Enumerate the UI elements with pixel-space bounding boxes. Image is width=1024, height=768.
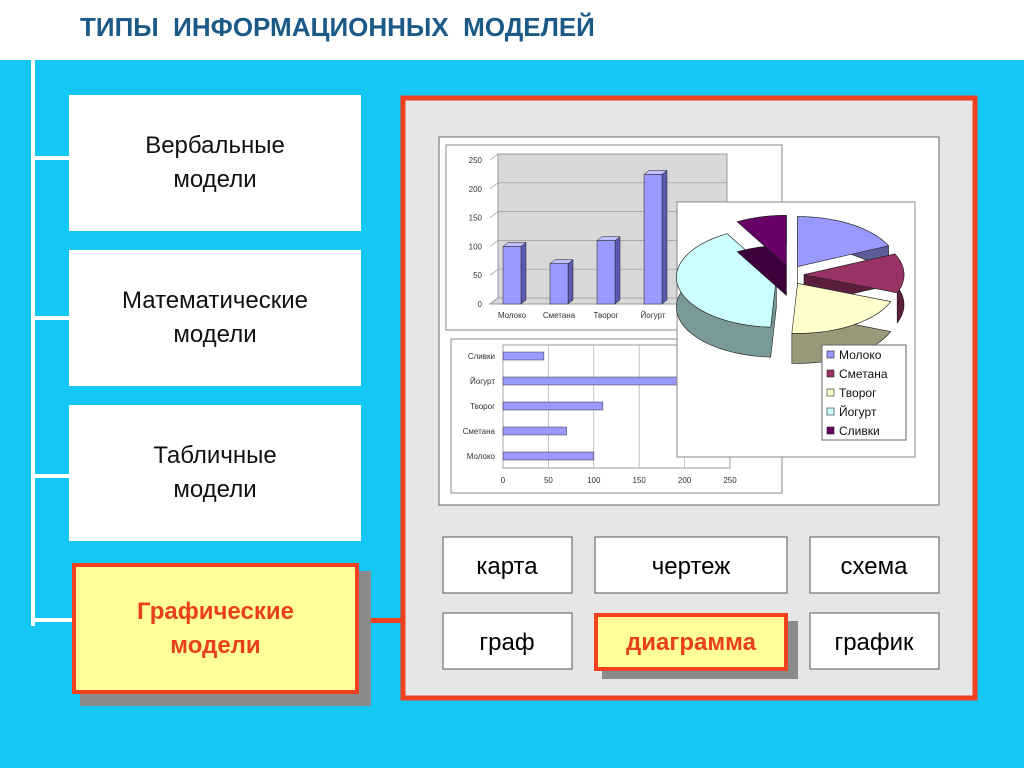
button[interactable] [442,536,573,594]
column [502,241,527,305]
x-tick-label: 100 [587,476,601,485]
column-front [502,246,522,305]
y-tick-label: Йогурт [470,377,495,386]
button-label: чертеж [652,553,731,580]
model-label: Графические модели [137,597,294,659]
x-tick-label: 200 [678,476,692,485]
bar [502,351,545,361]
y-tick-label: 100 [469,242,483,251]
button[interactable] [594,536,788,594]
column-side [520,241,527,305]
button-label: граф [479,629,534,656]
button[interactable] [442,612,573,670]
y-tick-label: Творог [470,402,495,411]
button-label: карта [476,553,538,580]
y-tick-label: 150 [469,214,483,223]
y-tick-label: Молоко [467,452,496,461]
kind-buttons: карта чертеж схема граф диаграмма график [442,536,940,679]
column-front [643,174,663,305]
button-label: график [834,629,914,656]
y-tick-label: 250 [469,156,483,165]
legend-label: Творог [839,386,877,400]
button[interactable] [809,536,940,594]
pie-slice [791,283,892,364]
x-tick-label: Сметана [543,311,576,320]
x-tick-label: 0 [501,476,506,485]
bar [502,401,604,411]
x-tick-label: 50 [544,476,553,485]
legend-label: Молоко [839,348,882,362]
model-box-selected[interactable]: Графические модели [72,563,359,694]
button-selected[interactable] [594,613,788,671]
tree-branch [31,156,71,160]
x-tick-label: Йогурт [641,311,666,320]
slice-top [803,253,905,294]
button-label: схема [841,553,909,580]
legend-swatch [826,426,835,435]
legend-label: Сливки [839,424,880,438]
x-tick-label: Творог [594,311,619,320]
slice-top [736,215,787,266]
x-tick-label: 250 [723,476,737,485]
pie-slice [797,216,890,297]
model-box[interactable]: Табличные модели [69,405,361,541]
tree-branch [31,474,71,478]
column-side [661,169,668,305]
bar [502,451,595,461]
legend-swatch [826,350,835,359]
y-tick-label: 200 [469,185,483,194]
pie-slice [803,253,905,324]
y-tick-label: 0 [478,300,483,309]
y-tick-label: 50 [473,271,482,280]
column-front [549,263,569,305]
slide-title: ТИПЫ ИНФОРМАЦИОННЫХ МОДЕЛЕЙ [80,12,595,42]
column-side [567,259,574,305]
x-tick-label: 150 [633,476,647,485]
y-tick-label: Сметана [463,427,496,436]
title-bar: ТИПЫ ИНФОРМАЦИОННЫХ МОДЕЛЕЙ [0,0,1024,60]
legend-swatch [826,388,835,397]
pie-slice [736,215,787,296]
column [643,169,668,305]
legend-box [821,344,907,441]
button[interactable] [809,612,940,670]
model-label: Математические модели [122,287,308,348]
model-box[interactable]: Математические модели [69,250,361,386]
column [596,236,621,305]
model-label: Вербальные модели [145,132,285,193]
slice-top [797,216,890,267]
x-tick-label: Молоко [498,311,527,320]
legend-label: Сметана [839,367,888,381]
connector [359,618,403,623]
column-front [596,240,616,305]
y-tick-label: Сливки [468,352,495,361]
button-label: диаграмма [626,629,757,656]
column-side [614,236,621,305]
tree-branch [31,316,71,320]
legend-swatch [826,369,835,378]
model-box[interactable]: Вербальные модели [69,95,361,231]
legend-swatch [826,407,835,416]
column [549,259,574,305]
tree-branch [31,618,73,622]
slice-top [791,283,892,334]
model-label: Табличные модели [153,442,277,503]
tree-line [31,60,35,626]
pie-slice [676,233,777,358]
charts: 0 50 100 150 200 250 Молоко Сметана Творог Йогурт… [445,144,916,494]
legend-label: Йогурт [839,404,877,419]
grid-line [489,153,727,161]
bar [502,426,567,436]
